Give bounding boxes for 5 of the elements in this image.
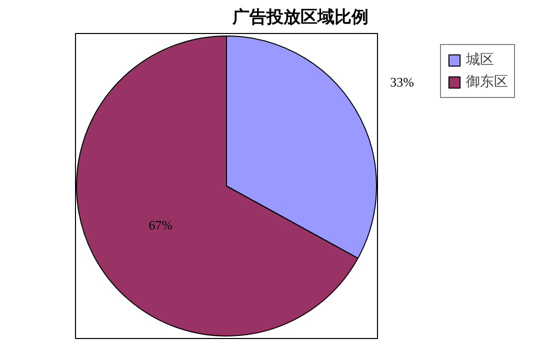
legend-label: 城区 [466,51,494,69]
chart-title: 广告投放区域比例 [232,8,368,28]
data-label: 67% [148,217,173,232]
data-label: 33% [390,74,414,90]
legend-label: 御东区 [466,73,508,91]
